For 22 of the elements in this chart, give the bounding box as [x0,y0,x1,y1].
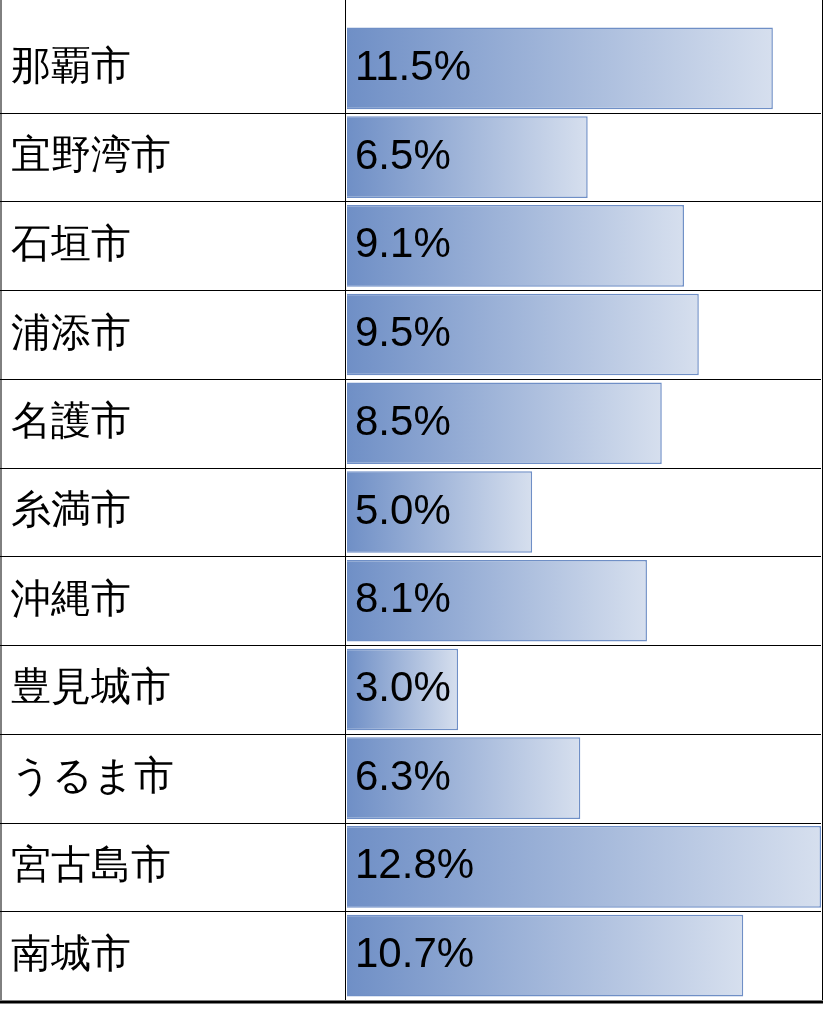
data-label: 12.8% [355,840,475,888]
y-tick-label: うるま市 [0,753,175,798]
y-tick-label: 石垣市 [0,220,132,265]
y-tick-label: 豊見城市 [0,664,172,709]
data-label: 10.7% [355,929,475,977]
data-label: 9.1% [355,219,451,267]
y-tick-label: 糸満市 [0,487,132,532]
data-label: 8.1% [355,574,451,622]
y-tick-label: 那覇市 [0,43,132,88]
data-label: 6.3% [355,751,451,799]
y-tick-label: 浦添市 [0,309,132,354]
y-tick-label: 名護市 [0,398,132,443]
data-label: 3.0% [355,663,451,711]
data-label: 9.5% [355,308,451,356]
data-label: 11.5% [355,41,471,89]
y-tick-label: 宜野湾市 [0,132,172,177]
data-label: 6.5% [355,130,451,178]
data-label: 5.0% [355,485,451,533]
y-tick-label: 沖縄市 [0,575,132,620]
y-tick-label: 宮古島市 [0,841,172,886]
data-label: 8.5% [355,396,451,444]
y-tick-label: 南城市 [0,930,132,975]
